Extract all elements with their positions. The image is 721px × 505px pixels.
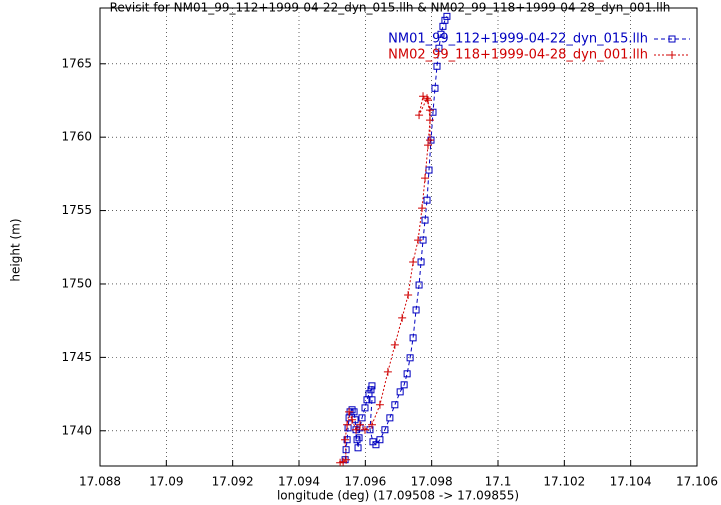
x-tick-label: 17.09 bbox=[149, 475, 183, 489]
y-tick-label: 1745 bbox=[61, 350, 92, 364]
point bbox=[418, 204, 427, 213]
point bbox=[355, 434, 363, 442]
point bbox=[358, 414, 366, 422]
x-tick-label: 17.094 bbox=[278, 475, 320, 489]
point bbox=[404, 290, 413, 299]
x-tick-label: 17.106 bbox=[676, 475, 718, 489]
point bbox=[361, 425, 370, 434]
point bbox=[415, 281, 423, 289]
x-axis-label: longitude (deg) (17.09508 -> 17.09855) bbox=[277, 489, 519, 503]
point bbox=[361, 404, 369, 412]
point bbox=[372, 441, 380, 449]
x-tick-label: 17.096 bbox=[344, 475, 386, 489]
legend-label: NM01_99_112+1999-04-22_dyn_015.llh bbox=[388, 32, 648, 47]
point bbox=[345, 407, 354, 416]
point bbox=[426, 106, 435, 115]
point bbox=[409, 257, 418, 266]
legend-marker bbox=[668, 35, 676, 43]
point bbox=[417, 258, 425, 266]
x-tick-label: 17.092 bbox=[212, 475, 254, 489]
x-tick-label: 17.1 bbox=[485, 475, 512, 489]
point bbox=[421, 174, 430, 183]
point bbox=[391, 401, 399, 409]
point bbox=[354, 444, 362, 452]
point bbox=[412, 306, 420, 314]
y-tick-label: 1755 bbox=[61, 203, 92, 217]
point bbox=[443, 12, 451, 20]
point bbox=[348, 415, 357, 424]
point bbox=[414, 236, 423, 245]
point bbox=[423, 196, 431, 204]
y-tick-label: 1760 bbox=[61, 130, 92, 144]
point bbox=[426, 136, 435, 145]
point bbox=[403, 370, 411, 378]
point bbox=[367, 386, 375, 394]
point bbox=[400, 381, 408, 389]
point bbox=[368, 396, 376, 404]
x-tick-label: 17.088 bbox=[79, 475, 121, 489]
legend-label: NM02_99_118+1999-04-28_dyn_001.llh bbox=[388, 48, 648, 63]
point bbox=[341, 435, 350, 444]
point bbox=[356, 420, 365, 429]
x-tick-label: 17.104 bbox=[610, 475, 652, 489]
point bbox=[441, 16, 449, 24]
x-tick-label: 17.098 bbox=[411, 475, 453, 489]
point bbox=[424, 96, 433, 105]
point bbox=[375, 400, 384, 409]
point bbox=[421, 216, 429, 224]
point bbox=[352, 425, 361, 434]
point bbox=[423, 94, 432, 103]
point bbox=[409, 334, 417, 342]
point bbox=[431, 84, 439, 92]
point bbox=[424, 141, 433, 150]
plot-area bbox=[336, 12, 451, 466]
y-tick-label: 1750 bbox=[61, 276, 92, 290]
point bbox=[437, 30, 445, 38]
point bbox=[353, 436, 361, 444]
legend-marker bbox=[668, 51, 676, 59]
y-axis-label: height (m) bbox=[9, 218, 23, 281]
y-tick-label: 1765 bbox=[61, 56, 92, 70]
point bbox=[419, 92, 428, 101]
point bbox=[343, 420, 352, 429]
y-tick-label: 1740 bbox=[61, 423, 92, 437]
point bbox=[433, 62, 441, 70]
point bbox=[398, 313, 407, 322]
point bbox=[406, 354, 414, 362]
point bbox=[376, 436, 384, 444]
point bbox=[342, 455, 351, 464]
point bbox=[368, 382, 376, 390]
point bbox=[396, 388, 404, 396]
point bbox=[415, 111, 424, 120]
series-line bbox=[339, 95, 431, 464]
point bbox=[381, 426, 389, 434]
point bbox=[386, 414, 394, 422]
point bbox=[426, 116, 435, 125]
x-tick-label: 17.102 bbox=[543, 475, 585, 489]
plot-border bbox=[99, 7, 698, 467]
point bbox=[367, 420, 376, 429]
point bbox=[390, 340, 399, 349]
point bbox=[383, 367, 392, 376]
point bbox=[435, 44, 443, 52]
